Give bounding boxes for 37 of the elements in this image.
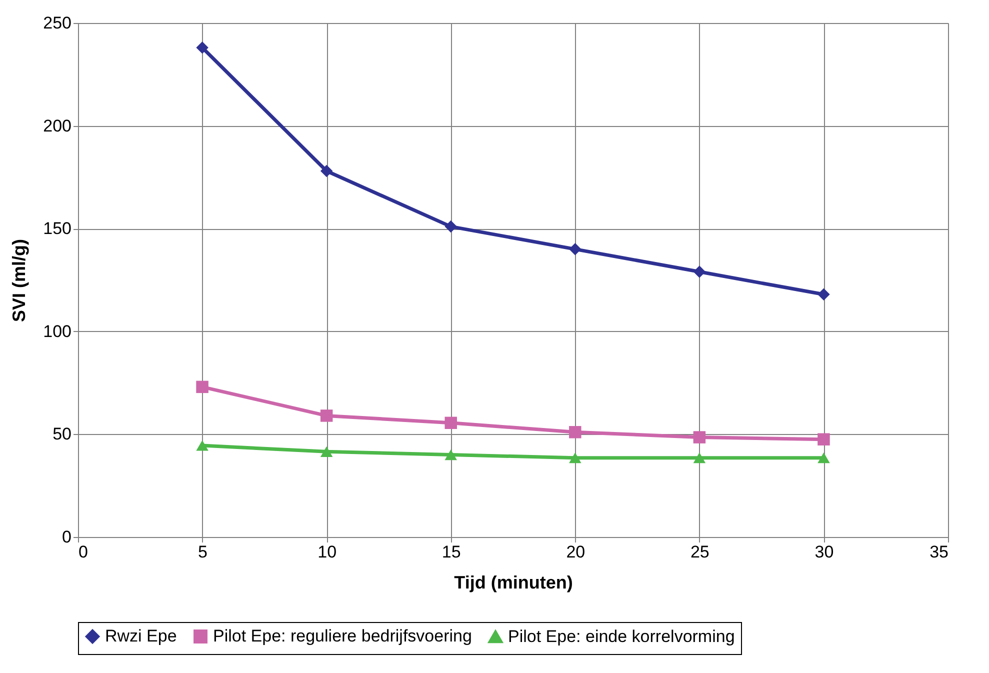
point [320, 410, 333, 422]
x-tick-label: 20 [566, 542, 586, 562]
point [818, 433, 830, 446]
point [444, 220, 457, 233]
point [569, 452, 582, 464]
x-tick-label: 30 [814, 542, 834, 562]
point [196, 42, 208, 54]
point [196, 440, 208, 451]
y-tick-label: 200 [43, 116, 72, 136]
point [320, 446, 333, 457]
point [444, 449, 457, 460]
point [569, 243, 582, 256]
point [693, 266, 706, 278]
x-tick-label: 25 [690, 542, 710, 562]
point [818, 288, 830, 301]
x-tick-label: 0 [78, 542, 88, 562]
y-tick-label: 150 [43, 219, 72, 238]
legend-label: Rwzi Epe [105, 626, 177, 646]
point [693, 431, 706, 444]
x-axis-title: Tijd (minuten) [454, 572, 573, 592]
x-tick-label: 35 [930, 542, 948, 562]
y-tick-label: 250 [43, 14, 72, 32]
point [196, 380, 208, 394]
y-tick-label: 100 [43, 322, 72, 341]
point [569, 426, 582, 438]
y-tick-label: 0 [62, 528, 72, 546]
legend-label: Pilot Epe: reguliere bedrijfsvoering [213, 626, 472, 646]
y-axis-title: SVI (ml/g) [9, 238, 30, 322]
x-tick-label: 10 [318, 542, 337, 562]
legend-label: Pilot Epe: einde korrelvorming [508, 626, 735, 646]
x-tick-label: 5 [198, 542, 208, 562]
point [693, 452, 706, 464]
point [818, 452, 830, 464]
point [320, 164, 333, 178]
point [444, 416, 457, 430]
y-tick-label: 50 [52, 424, 72, 444]
x-tick-label: 15 [442, 542, 461, 562]
